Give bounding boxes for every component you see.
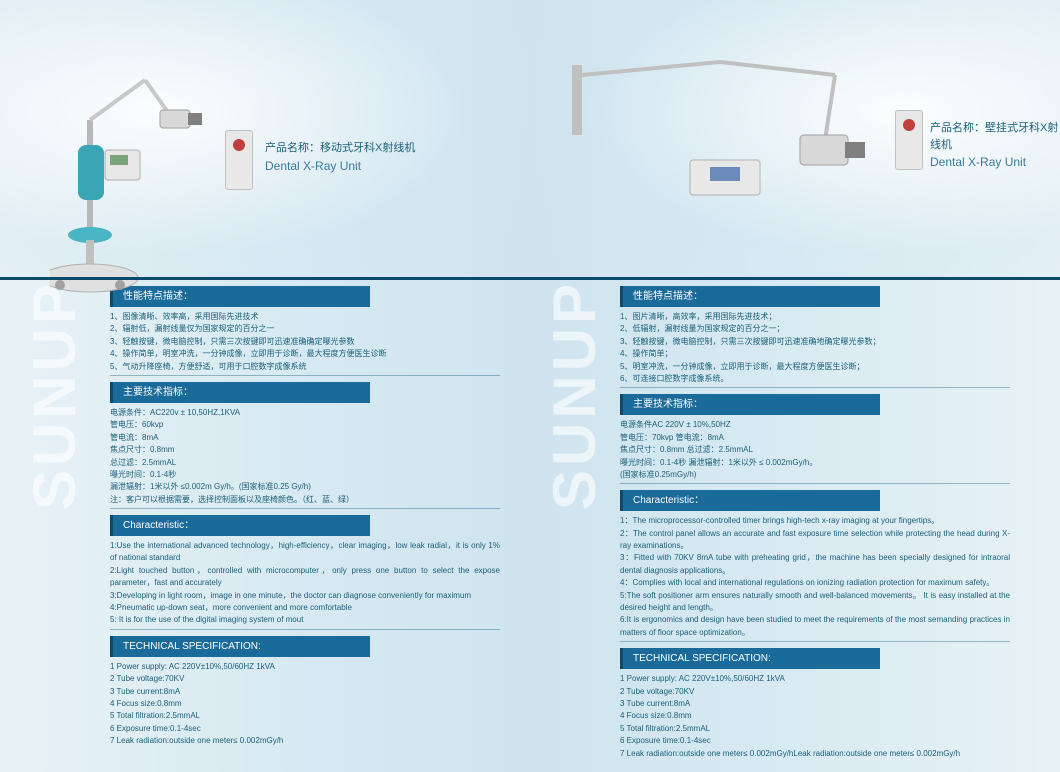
title-value: 移动式牙科X射线机	[320, 142, 415, 154]
left-watermark: SUNUP	[20, 280, 89, 510]
right-s3-body: 1：The microprocessor-controlled timer br…	[620, 515, 1010, 639]
title-label: 产品名称：	[265, 142, 320, 154]
left-s3-header: Characteristic：	[110, 515, 370, 536]
left-title-en: Dental X-Ray Unit	[265, 157, 415, 175]
left-s2-header: 主要技术指标：	[110, 382, 370, 403]
left-title-block: 产品名称：移动式牙科X射线机 Dental X-Ray Unit	[265, 140, 415, 175]
left-hero: 产品名称：移动式牙科X射线机 Dental X-Ray Unit	[0, 0, 530, 280]
right-s4-header: TECHNICAL SPECIFICATION:	[620, 648, 880, 669]
left-s4-header: TECHNICAL SPECIFICATION:	[110, 636, 370, 657]
left-s4-body: 1 Power supply: AC 220V±10%,50/60HZ 1kVA…	[110, 661, 500, 748]
right-hero: 产品名称：壁挂式牙科X射线机 Dental X-Ray Unit	[530, 0, 1060, 280]
underline	[620, 483, 1010, 484]
right-title-cn: 产品名称：壁挂式牙科X射线机	[930, 120, 1060, 153]
underline	[620, 641, 1010, 642]
left-s3-body: 1:Use the international advanced technol…	[110, 540, 500, 627]
right-s2-header: 主要技术指标：	[620, 394, 880, 415]
remote-control-icon	[895, 110, 923, 170]
underline	[620, 387, 1010, 388]
brochure-spread: 产品名称：移动式牙科X射线机 Dental X-Ray Unit SUNUP 性…	[0, 0, 1060, 724]
divider	[530, 277, 1060, 280]
right-title-en: Dental X-Ray Unit	[930, 153, 1060, 171]
right-s4-body: 1 Power supply: AC 220V±10%,50/60HZ 1kVA…	[620, 673, 1010, 760]
right-title-block: 产品名称：壁挂式牙科X射线机 Dental X-Ray Unit	[930, 120, 1060, 171]
right-s1-body: 1、图片清晰，高效率，采用国际先进技术；2、低辐射，漏射线量为国家规定的百分之一…	[620, 311, 1010, 385]
right-s3-header: Characteristic：	[620, 490, 880, 511]
underline	[110, 629, 500, 630]
right-panel: 产品名称：壁挂式牙科X射线机 Dental X-Ray Unit SUNUP 性…	[530, 0, 1060, 724]
wall-xray-illustration	[570, 50, 890, 230]
right-content: 性能特点描述： 1、图片清晰，高效率，采用国际先进技术；2、低辐射，漏射线量为国…	[530, 286, 1060, 772]
title-label: 产品名称：	[930, 122, 985, 134]
underline	[110, 375, 500, 376]
left-panel: 产品名称：移动式牙科X射线机 Dental X-Ray Unit SUNUP 性…	[0, 0, 530, 724]
left-s2-body: 电源条件：AC220v ± 10,50HZ,1KVA管电压：60kvp管电流：8…	[110, 407, 500, 506]
underline	[110, 508, 500, 509]
right-s2-body: 电源条件AC 220V ± 10%,50HZ管电压：70kvp 管电流：8mA焦…	[620, 419, 1010, 481]
right-s1-header: 性能特点描述：	[620, 286, 880, 307]
right-watermark: SUNUP	[540, 280, 609, 510]
left-title-cn: 产品名称：移动式牙科X射线机	[265, 140, 415, 157]
remote-control-icon	[225, 130, 253, 190]
left-s1-body: 1、图像清晰、效率高，采用国际先进技术2、辐射低，漏射线量仅为国家规定的百分之一…	[110, 311, 500, 373]
